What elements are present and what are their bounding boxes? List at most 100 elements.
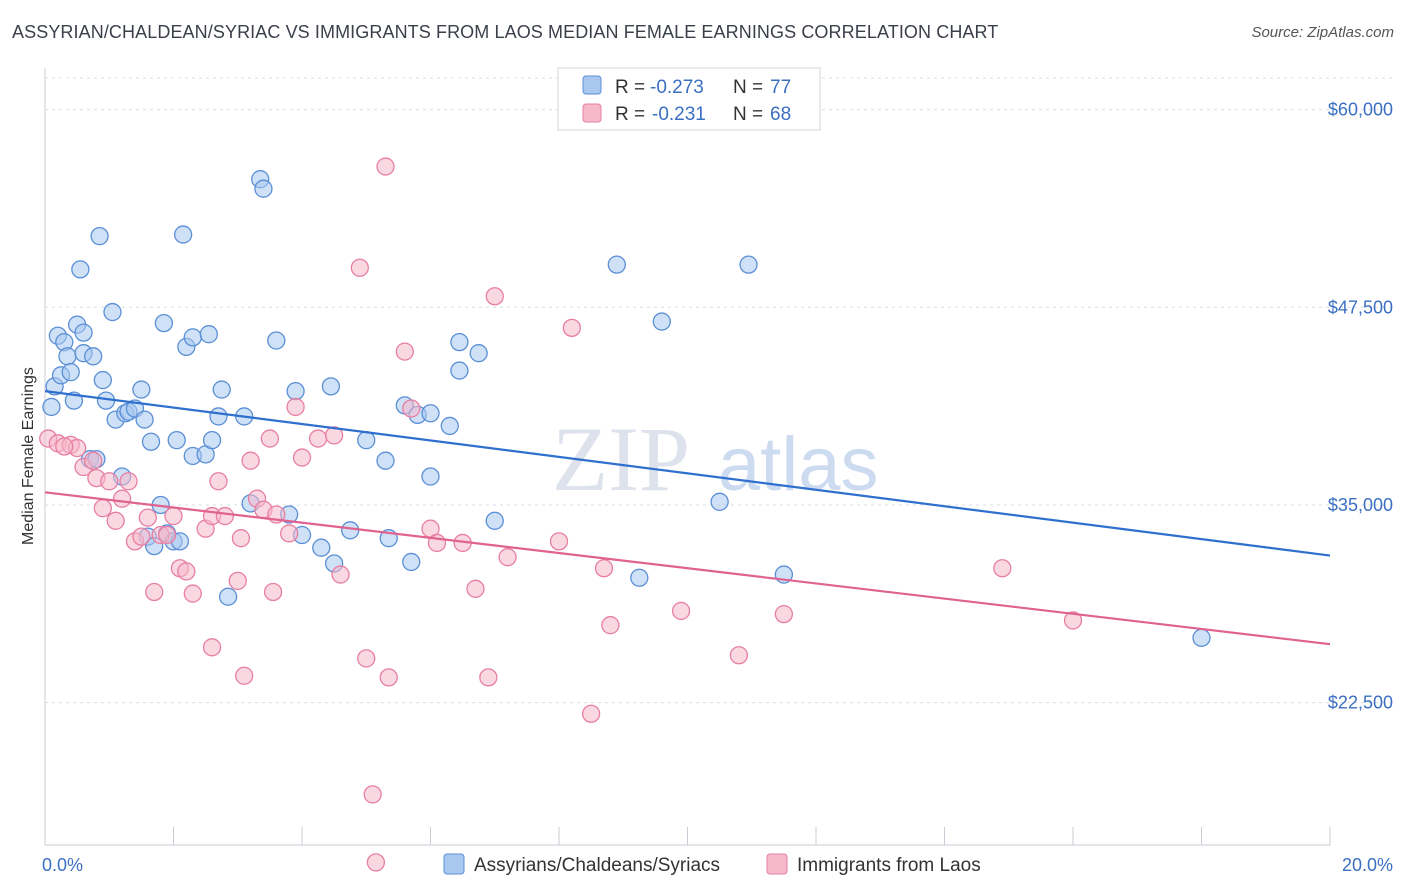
laos-point-26 [215, 506, 235, 526]
assyrian-point-5 [58, 347, 77, 366]
laos-point-65 [993, 559, 1012, 578]
laos-point-46 [376, 157, 395, 176]
assyrian-point-26 [141, 432, 161, 451]
legend-swatch-pink [582, 103, 602, 123]
series-legend-label-0: Assyrians/Chaldeans/Syriacs [474, 855, 720, 876]
assyrian-point-69 [607, 255, 626, 274]
legend-r-label-1: R = [615, 104, 645, 125]
y-tick-label-2: $47,500 [1328, 297, 1393, 317]
legend-n-value-1: 68 [770, 104, 791, 125]
assyrian-point-23 [132, 380, 151, 399]
assyrian-point-71 [652, 312, 671, 331]
laos-point-8 [100, 472, 119, 491]
laos-point-13 [132, 527, 151, 546]
assyrian-point-70 [630, 568, 649, 587]
laos-point-61 [601, 616, 620, 635]
assyrian-point-57 [376, 451, 395, 470]
laos-point-63 [729, 646, 749, 665]
laos-point-29 [235, 666, 254, 685]
laos-point-57 [549, 532, 569, 551]
y-tick-label-1: $35,000 [1328, 495, 1393, 515]
legend-r-label-0: R = [615, 77, 645, 98]
assyrian-point-41 [209, 407, 228, 426]
assyrian-point-12 [84, 347, 103, 366]
assyrian-point-53 [321, 377, 341, 396]
laos-point-44 [363, 785, 382, 804]
legend-n-value-0: 77 [770, 77, 791, 98]
series-legend-swatch-0 [443, 853, 465, 875]
laos-point-11 [119, 472, 138, 491]
laos-point-24 [202, 638, 222, 657]
laos-point-38 [292, 448, 312, 467]
assyrian-point-24 [135, 410, 154, 429]
assyrian-point-14 [90, 226, 109, 246]
laos-point-67 [55, 437, 74, 456]
chart-title: ASSYRIAN/CHALDEAN/SYRIAC VS IMMIGRANTS F… [12, 22, 999, 42]
laos-point-5 [84, 451, 103, 470]
watermark-atlas: atlas [718, 422, 879, 507]
assyrian-point-6 [61, 362, 80, 382]
legend-swatch-blue [582, 75, 602, 95]
assyrian-point-68 [485, 511, 504, 530]
assyrian-point-50 [286, 381, 305, 401]
laos-point-40 [324, 426, 344, 445]
assyrian-point-55 [341, 521, 360, 540]
assyrian-point-17 [103, 302, 122, 322]
watermark: ZIP atlas [552, 408, 879, 510]
assyrian-point-64 [440, 416, 459, 436]
legend-r-value-0: -0.273 [650, 77, 704, 98]
laos-point-45 [366, 853, 386, 872]
laos-point-10 [112, 489, 132, 508]
assyrian-point-73 [739, 255, 758, 274]
assyrian-point-39 [199, 325, 218, 344]
laos-point-21 [183, 584, 202, 603]
assyrian-trend-line [44, 390, 1331, 557]
laos-point-42 [350, 258, 369, 277]
laos-point-34 [263, 582, 283, 602]
laos-point-64 [774, 604, 794, 624]
assyrian-point-42 [212, 380, 231, 399]
assyrian-point-43 [218, 587, 238, 606]
grid-lines [45, 77, 1392, 704]
assyrian-point-15 [93, 370, 112, 390]
laos-point-55 [485, 287, 504, 306]
series-legend-label-1: Immigrants from Laos [797, 855, 981, 876]
laos-point-25 [209, 472, 228, 491]
laos-point-9 [106, 511, 125, 530]
legend-r-value-1: -0.231 [652, 104, 706, 125]
assyrian-point-40 [202, 431, 222, 450]
axes [44, 68, 1331, 846]
legend-box [557, 67, 821, 131]
laos-point-39 [308, 429, 328, 448]
assyrian-point-62 [421, 467, 440, 486]
assyrian-point-56 [357, 431, 376, 450]
laos-point-15 [145, 582, 164, 602]
assyrian-point-66 [450, 332, 469, 352]
laos-point-53 [466, 579, 485, 598]
laos-point-20 [177, 562, 196, 581]
correlation-legend: R = -0.273 N = 77 R = -0.231 N = 68 [557, 67, 821, 131]
assyrian-point-29 [154, 313, 174, 333]
laos-point-62 [671, 601, 691, 621]
laos-point-56 [498, 548, 517, 567]
laos-point-49 [402, 399, 421, 418]
assyrian-point-72 [710, 492, 729, 511]
laos-point-27 [228, 571, 247, 591]
laos-point-54 [479, 668, 498, 687]
laos-point-60 [594, 559, 614, 578]
laos-point-58 [562, 318, 581, 338]
assyrian-point-63 [421, 404, 440, 423]
assyrian-point-34 [173, 225, 193, 244]
laos-point-41 [331, 565, 350, 584]
laos-point-30 [241, 451, 260, 470]
assyrian-point-60 [402, 552, 421, 572]
assyrian-point-67 [469, 344, 488, 363]
x-tick-label-0: 0.0% [42, 855, 83, 875]
legend-n-label-1: N = [733, 104, 763, 125]
assyrian-point-9 [71, 260, 90, 279]
laos-point-28 [231, 529, 251, 548]
laos-point-37 [286, 397, 305, 417]
laos-point-17 [157, 525, 177, 545]
laos-point-59 [581, 704, 601, 723]
